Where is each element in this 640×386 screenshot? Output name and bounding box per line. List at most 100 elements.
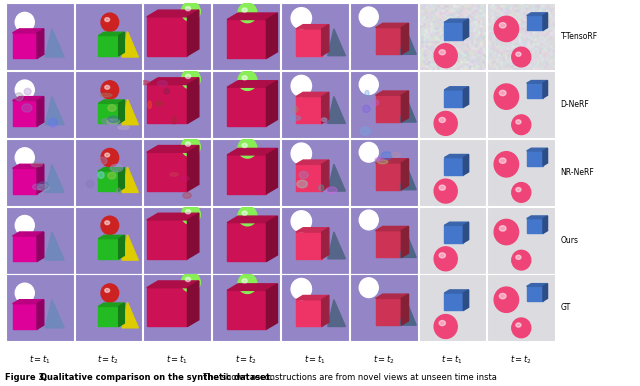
- Ellipse shape: [181, 205, 200, 224]
- Polygon shape: [328, 232, 346, 259]
- Ellipse shape: [238, 71, 257, 90]
- Polygon shape: [37, 164, 44, 194]
- Ellipse shape: [15, 12, 35, 32]
- Text: $t = t_1$: $t = t_1$: [166, 353, 188, 366]
- Text: $t = t_1$: $t = t_1$: [29, 353, 51, 366]
- Polygon shape: [328, 96, 346, 124]
- Ellipse shape: [516, 255, 521, 259]
- Polygon shape: [543, 13, 548, 30]
- Ellipse shape: [38, 185, 49, 190]
- Text: $t = t_1$: $t = t_1$: [442, 353, 463, 366]
- FancyBboxPatch shape: [527, 286, 543, 301]
- Ellipse shape: [181, 69, 200, 89]
- FancyBboxPatch shape: [444, 90, 463, 107]
- Ellipse shape: [512, 318, 531, 338]
- FancyBboxPatch shape: [227, 20, 266, 58]
- Ellipse shape: [15, 148, 35, 168]
- Ellipse shape: [512, 183, 531, 202]
- Polygon shape: [328, 164, 346, 191]
- Ellipse shape: [364, 147, 369, 152]
- Text: $t = t_2$: $t = t_2$: [510, 353, 532, 366]
- Ellipse shape: [359, 75, 378, 95]
- Ellipse shape: [291, 75, 312, 96]
- FancyBboxPatch shape: [147, 220, 188, 259]
- Polygon shape: [99, 303, 124, 306]
- Polygon shape: [188, 10, 199, 56]
- Polygon shape: [527, 284, 548, 286]
- FancyBboxPatch shape: [527, 218, 543, 234]
- Ellipse shape: [101, 284, 118, 302]
- Ellipse shape: [434, 44, 457, 68]
- Polygon shape: [463, 19, 468, 40]
- Polygon shape: [400, 231, 416, 257]
- Polygon shape: [122, 302, 138, 328]
- Polygon shape: [227, 149, 278, 155]
- Polygon shape: [188, 213, 199, 259]
- Ellipse shape: [181, 137, 200, 157]
- Polygon shape: [118, 168, 124, 191]
- Ellipse shape: [238, 274, 257, 293]
- Polygon shape: [13, 232, 44, 236]
- Polygon shape: [13, 164, 44, 168]
- Ellipse shape: [494, 16, 518, 42]
- Text: NR-NeRF: NR-NeRF: [561, 168, 595, 177]
- Polygon shape: [322, 25, 329, 56]
- Ellipse shape: [296, 148, 301, 153]
- Ellipse shape: [359, 278, 378, 298]
- Polygon shape: [401, 159, 408, 190]
- Ellipse shape: [105, 18, 109, 22]
- Ellipse shape: [296, 81, 301, 85]
- Ellipse shape: [238, 3, 257, 23]
- Ellipse shape: [238, 206, 257, 226]
- Ellipse shape: [238, 139, 257, 158]
- Ellipse shape: [516, 52, 521, 56]
- Polygon shape: [543, 148, 548, 166]
- Polygon shape: [444, 154, 468, 157]
- Ellipse shape: [19, 17, 24, 22]
- Text: Qualitative comparison on the synthetic dataset.: Qualitative comparison on the synthetic …: [40, 373, 273, 382]
- Ellipse shape: [96, 157, 107, 165]
- Polygon shape: [45, 232, 64, 260]
- Polygon shape: [543, 81, 548, 98]
- Ellipse shape: [391, 152, 401, 157]
- Ellipse shape: [180, 176, 189, 181]
- Polygon shape: [37, 96, 44, 126]
- Ellipse shape: [377, 160, 388, 164]
- Polygon shape: [296, 92, 329, 96]
- Ellipse shape: [98, 172, 104, 178]
- Polygon shape: [147, 146, 199, 152]
- Text: Ours: Ours: [561, 235, 579, 245]
- Ellipse shape: [116, 188, 121, 195]
- FancyBboxPatch shape: [147, 152, 188, 191]
- Ellipse shape: [101, 13, 118, 31]
- FancyBboxPatch shape: [13, 101, 37, 126]
- Polygon shape: [463, 290, 468, 310]
- Ellipse shape: [296, 284, 301, 288]
- Polygon shape: [266, 284, 278, 329]
- Ellipse shape: [242, 76, 247, 80]
- Ellipse shape: [156, 102, 163, 106]
- FancyBboxPatch shape: [444, 157, 463, 175]
- Text: D-NeRF: D-NeRF: [561, 100, 589, 109]
- Polygon shape: [296, 228, 329, 232]
- Polygon shape: [122, 235, 138, 260]
- Polygon shape: [400, 95, 416, 122]
- Ellipse shape: [297, 180, 307, 188]
- Polygon shape: [45, 29, 64, 57]
- Text: GT: GT: [561, 303, 571, 312]
- Ellipse shape: [15, 80, 35, 100]
- Polygon shape: [188, 281, 199, 327]
- Text: Figure 3.: Figure 3.: [5, 373, 53, 382]
- Ellipse shape: [101, 119, 113, 124]
- Text: The shown reconstructions are from novel views at unseen time insta: The shown reconstructions are from novel…: [198, 373, 497, 382]
- FancyBboxPatch shape: [147, 17, 188, 56]
- Ellipse shape: [164, 88, 169, 94]
- FancyBboxPatch shape: [376, 27, 401, 54]
- Polygon shape: [376, 294, 408, 298]
- Ellipse shape: [105, 85, 109, 89]
- Ellipse shape: [15, 215, 35, 235]
- Polygon shape: [266, 216, 278, 261]
- Ellipse shape: [172, 116, 176, 124]
- Ellipse shape: [105, 221, 109, 225]
- FancyBboxPatch shape: [444, 225, 463, 243]
